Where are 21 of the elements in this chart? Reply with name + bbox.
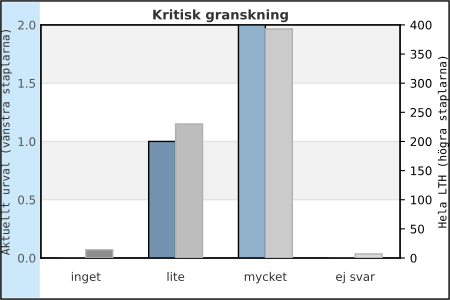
y2-tick-label: 150 xyxy=(411,166,432,176)
y2-tick-label: 350 xyxy=(410,50,432,59)
x-tick-label: ej svar xyxy=(336,272,375,284)
x-tick-label: inget xyxy=(72,272,101,284)
y-tick-label: 1.5 xyxy=(18,79,36,88)
y2-tick-label: 300 xyxy=(410,78,432,88)
chart-title: Kritisk granskning xyxy=(153,9,288,22)
y-tick-label: 1.0 xyxy=(18,137,36,146)
y-tick-label: 2.0 xyxy=(18,20,36,30)
y2-tick-label: 250 xyxy=(410,108,432,117)
y2-tick-label: 100 xyxy=(411,195,432,204)
y-tick-label: 0.5 xyxy=(18,195,36,204)
y-axis-title: Aktuellt urval (vänstra staplarna) xyxy=(0,30,12,255)
y2-tick-label: 400 xyxy=(410,20,432,30)
y2-tick-label: 50 xyxy=(410,224,424,234)
y-tick-label: 0.0 xyxy=(18,254,36,263)
y2-tick-label: 0 xyxy=(410,254,416,263)
y2-tick-label: 200 xyxy=(410,137,432,146)
y2-axis-title: Hela LTH (högra staplarna) xyxy=(438,56,449,228)
x-tick-label: lite xyxy=(168,272,184,282)
x-tick-label: mycket xyxy=(244,272,287,284)
